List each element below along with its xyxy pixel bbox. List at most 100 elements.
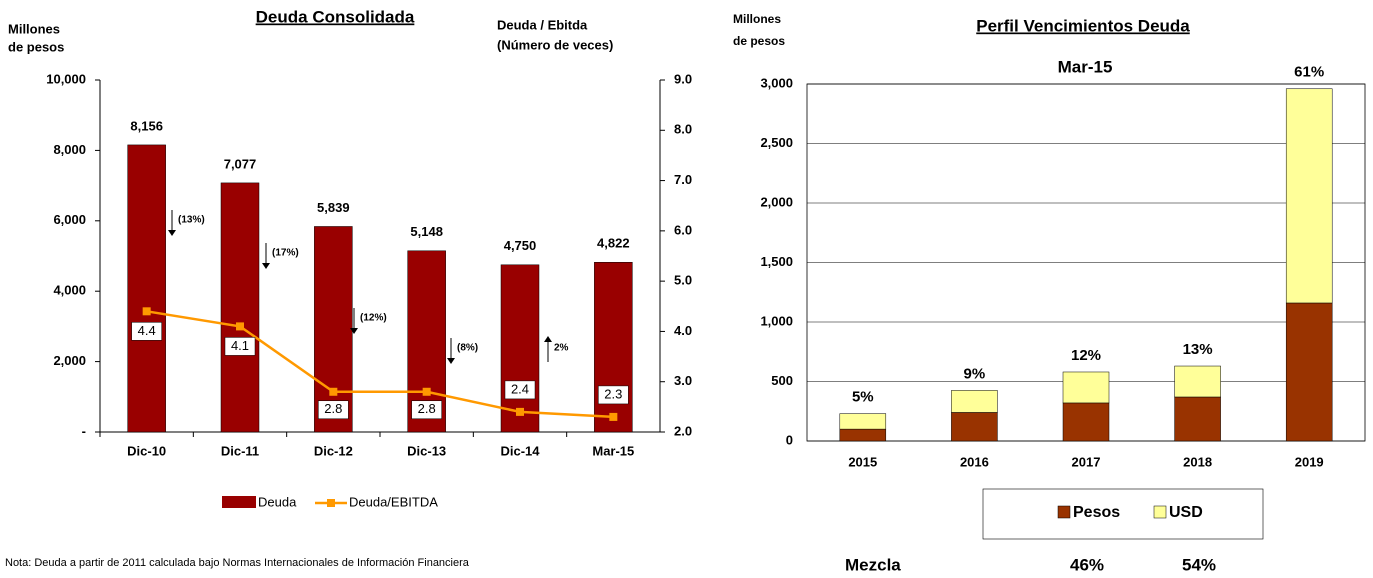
change-label: (17%): [272, 248, 299, 259]
bar-value-label: 7,077: [224, 156, 257, 171]
bar-value-label: 8,156: [130, 118, 163, 133]
y2-axis-label: (Número de veces): [497, 37, 613, 52]
bar-segment: [1062, 371, 1110, 404]
y-tick-label: 6,000: [53, 212, 86, 227]
line: [146, 310, 614, 419]
label-box: [598, 385, 629, 405]
arrow-head: [262, 263, 270, 269]
line-value-label: 4.4: [138, 323, 156, 338]
bar-segment: [1285, 88, 1333, 304]
mix-value: 54%: [1182, 555, 1216, 574]
x-tick-label: Dic-11: [221, 443, 259, 458]
chart-subtitle: Mar-15: [1058, 57, 1113, 76]
arrow-head: [350, 328, 358, 334]
arrow-head: [544, 336, 552, 342]
legend-swatch: [222, 496, 256, 508]
line-marker: [422, 387, 431, 396]
arrow-head: [168, 230, 176, 236]
bar-value-label: 5,148: [410, 224, 443, 239]
line-marker: [609, 412, 618, 421]
x-tick-label: Dic-13: [407, 443, 446, 458]
y2-tick-label: 2.0: [674, 423, 692, 438]
legend-label: Deuda/EBITDA: [349, 494, 438, 509]
change-label: 2%: [554, 343, 569, 354]
y2-tick-label: 6.0: [674, 222, 692, 237]
x-tick-label: 2018: [1183, 454, 1212, 469]
line-value-label: 2.4: [511, 381, 529, 396]
share-label: 61%: [1294, 64, 1324, 81]
legend-label: Deuda: [258, 494, 297, 509]
y-axis-label: de pesos: [733, 34, 785, 48]
legend-label: USD: [1169, 504, 1203, 521]
y2-tick-label: 3.0: [674, 373, 692, 388]
bar-segment: [1285, 302, 1333, 442]
legend-swatch: [1153, 505, 1167, 519]
change-label: (8%): [457, 343, 478, 354]
line-marker: [329, 387, 338, 396]
note: Nota: Deuda a partir de 2011 calculada b…: [5, 557, 470, 569]
line-marker: [142, 307, 151, 316]
bar: [220, 182, 260, 433]
x-tick-label: 2016: [960, 454, 989, 469]
line-marker: [236, 322, 244, 331]
bar-value-label: 5,839: [317, 200, 350, 215]
y2-tick-label: 9.0: [674, 71, 692, 86]
bar: [314, 226, 353, 433]
chart-title: Deuda Consolidada: [256, 7, 415, 26]
x-tick-label: 2019: [1295, 454, 1324, 469]
y2-tick-label: 5.0: [674, 273, 692, 288]
y-tick-label: 8,000: [53, 142, 86, 157]
mix-label: Mezcla: [845, 555, 901, 574]
line-marker: [516, 407, 524, 416]
legend-marker: [327, 499, 335, 507]
x-tick-label: Dic-14: [500, 443, 540, 458]
change-label: (13%): [178, 215, 205, 226]
arrow-head: [447, 358, 455, 364]
bar-value-label: 4,750: [504, 238, 537, 253]
y-tick-label: 4,000: [53, 283, 86, 298]
bar-segment: [1174, 396, 1221, 442]
change-label: (12%): [360, 313, 387, 324]
chart-title: Perfil Vencimientos Deuda: [976, 16, 1190, 35]
share-label: 13%: [1183, 341, 1213, 358]
mix-value: 46%: [1070, 555, 1104, 574]
y-tick-label: 10,000: [46, 71, 86, 86]
bar: [500, 264, 540, 433]
bar-segment: [951, 390, 998, 413]
line-value-label: 4.1: [231, 338, 249, 353]
share-label: 12%: [1071, 347, 1101, 364]
label-box: [131, 322, 162, 341]
y2-axis-label: Deuda / Ebitda: [497, 17, 588, 32]
y-axis-label: Millones: [8, 21, 60, 36]
y-tick-label: 2,500: [760, 135, 793, 150]
y-tick-label: 1,500: [760, 254, 793, 269]
bar-segment: [839, 413, 887, 430]
y-tick-label: 1,000: [760, 313, 793, 328]
legend-swatch: [1057, 505, 1071, 519]
label-box: [224, 337, 256, 356]
y-axis-label: Millones: [733, 12, 781, 26]
line-value-label: 2.8: [324, 401, 342, 416]
y-axis-label: de pesos: [8, 39, 64, 54]
y-tick-label: 2,000: [53, 353, 86, 368]
label-box: [411, 400, 442, 420]
share-label: 5%: [852, 389, 874, 406]
y-tick-label: -: [82, 423, 86, 438]
x-tick-label: 2015: [848, 454, 877, 469]
share-label: 9%: [964, 365, 986, 382]
y-tick-label: 3,000: [760, 75, 793, 90]
bar: [127, 144, 166, 433]
label-box: [504, 380, 536, 400]
bar-segment: [1174, 365, 1221, 398]
y2-tick-label: 7.0: [674, 172, 692, 187]
y-tick-label: 500: [771, 373, 793, 388]
x-tick-label: Mar-15: [592, 443, 634, 458]
y2-tick-label: 8.0: [674, 122, 692, 137]
line-value-label: 2.3: [604, 386, 622, 401]
x-tick-label: Dic-12: [314, 443, 353, 458]
bar-segment: [951, 412, 998, 442]
y-tick-label: 2,000: [760, 194, 793, 209]
bar-segment: [1062, 402, 1110, 442]
bar-value-label: 4,822: [597, 236, 630, 251]
